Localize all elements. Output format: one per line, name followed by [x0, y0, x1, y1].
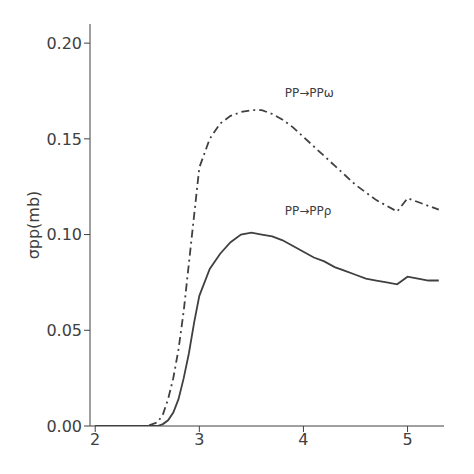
- svg-text:0.15: 0.15: [46, 130, 82, 149]
- svg-text:5: 5: [402, 430, 412, 449]
- svg-text:0.05: 0.05: [46, 321, 82, 340]
- svg-text:0.20: 0.20: [46, 34, 82, 53]
- svg-text:PP→PPω: PP→PPω: [285, 86, 334, 100]
- svg-text:2: 2: [90, 430, 100, 449]
- svg-text:3: 3: [194, 430, 204, 449]
- svg-text:0.10: 0.10: [46, 225, 82, 244]
- svg-text:0.00: 0.00: [46, 417, 82, 436]
- svg-text:4: 4: [298, 430, 308, 449]
- svg-text:σpp(mb): σpp(mb): [24, 191, 43, 260]
- svg-text:PP→PPρ: PP→PPρ: [285, 204, 332, 218]
